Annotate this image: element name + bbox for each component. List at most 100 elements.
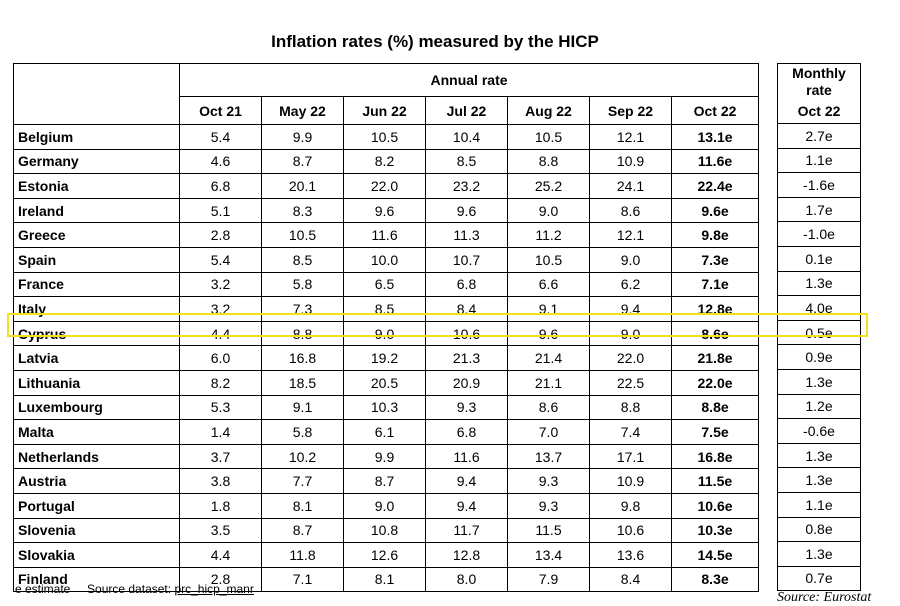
- country-name: Slovenia: [13, 518, 180, 544]
- annual-rate-cell: 6.8: [425, 272, 508, 298]
- annual-rate-cell: 22.0: [589, 345, 672, 371]
- monthly-rate-cell: 1.3e: [777, 369, 861, 395]
- monthly-rate-cell: -0.6e: [777, 418, 861, 444]
- annual-rate-cell: 8.5: [343, 296, 426, 322]
- month-header: Aug 22: [507, 96, 590, 125]
- annual-rate-cell: 9.0: [589, 247, 672, 273]
- annual-rate-cell: 4.6: [179, 149, 262, 175]
- monthly-rate-cell: 1.3e: [777, 271, 861, 297]
- annual-rate-cell: 10.9: [589, 149, 672, 175]
- annual-rate-cell: 9.0: [343, 321, 426, 347]
- monthly-rate-header: Monthly rate: [778, 64, 861, 100]
- country-name: Spain: [13, 247, 180, 273]
- annual-rate-cell: 8.7: [261, 149, 344, 175]
- table-row: Estonia 6.8 20.1 22.0 23.2 25.2 24.1 22.4e: [13, 173, 759, 199]
- annual-rate-cell: 3.2: [179, 272, 262, 298]
- annual-rate-cell: 5.8: [261, 272, 344, 298]
- annual-rate-cell: 19.2: [343, 345, 426, 371]
- estimate-note: e estimate: [15, 582, 71, 596]
- table-row: Greece 2.8 10.5 11.6 11.3 11.2 12.1 9.8e: [13, 222, 759, 248]
- annual-rate-cell: 9.6: [343, 198, 426, 224]
- monthly-rate-cell: 2.7e: [777, 123, 861, 149]
- annual-rate-cell: 10.7: [425, 247, 508, 273]
- monthly-rate-cell: 0.9e: [777, 344, 861, 370]
- annual-rate-cell: 1.8: [179, 493, 262, 519]
- annual-rate-cell: 12.1: [589, 222, 672, 248]
- month-header-row: Oct 21 May 22 Jun 22 Jul 22 Aug 22 Sep 22 Oct …: [14, 96, 760, 125]
- table-row: Slovakia 4.4 11.8 12.6 12.8 13.4 13.6 14.5e: [13, 542, 759, 568]
- table-row: 0.8e: [777, 517, 861, 543]
- annual-rate-cell: 22.5: [589, 370, 672, 396]
- annual-rate-cell: 10.0: [343, 247, 426, 273]
- annual-rate-cell: 3.8: [179, 468, 262, 494]
- annual-rate-cell: 11.6: [343, 222, 426, 248]
- annual-rate-cell: 8.8: [589, 395, 672, 421]
- annual-rate-cell: 24.1: [589, 173, 672, 199]
- month-header: May 22: [261, 96, 344, 125]
- annual-rate-cell: 8.2: [343, 149, 426, 175]
- table-row: Spain 5.4 8.5 10.0 10.7 10.5 9.0 7.3e: [13, 247, 759, 273]
- annual-rate-cell: 9.9: [261, 124, 344, 150]
- country-name: Malta: [13, 419, 180, 445]
- country-name: Luxembourg: [13, 395, 180, 421]
- annual-rate-cell: 11.7: [425, 518, 508, 544]
- table-row: -1.0e: [777, 221, 861, 247]
- annual-rate-cell: 5.4: [179, 247, 262, 273]
- annual-rate-cell: 8.4: [425, 296, 508, 322]
- source-credit: Source: Eurostat: [777, 590, 872, 605]
- annual-rate-cell: 21.1: [507, 370, 590, 396]
- table-row: 1.3e: [777, 467, 861, 493]
- annual-rate-cell: 22.0e: [670, 370, 759, 396]
- annual-rate-cell: 8.0: [425, 567, 508, 593]
- annual-rate-cell: 11.2: [507, 222, 590, 248]
- annual-rate-cell: 10.3e: [670, 518, 759, 544]
- annual-rate-cell: 22.0: [343, 173, 426, 199]
- table-row: -0.6e: [777, 418, 861, 444]
- annual-rate-cell: 8.7: [343, 468, 426, 494]
- annual-rate-cell: 8.5: [261, 247, 344, 273]
- table-row: Belgium 5.4 9.9 10.5 10.4 10.5 12.1 13.1e: [13, 124, 759, 150]
- annual-rate-body: Belgium 5.4 9.9 10.5 10.4 10.5 12.1 13.1e German…: [13, 124, 759, 593]
- annual-rate-cell: 6.8: [425, 419, 508, 445]
- country-name: Austria: [13, 468, 180, 494]
- annual-rate-cell: 11.6: [425, 444, 508, 470]
- monthly-rate-table: Monthly rate Oct 22 2.7e 1.1e -1.6e 1.7e -1.…: [777, 63, 861, 592]
- annual-rate-cell: 7.9: [507, 567, 590, 593]
- annual-rate-cell: 16.8e: [670, 444, 759, 470]
- table-row: 1.1e: [777, 492, 861, 518]
- annual-rate-cell: 5.4: [179, 124, 262, 150]
- annual-rate-cell: 20.5: [343, 370, 426, 396]
- corner-cell: [13, 63, 180, 125]
- monthly-rate-cell: 1.3e: [777, 467, 861, 493]
- annual-rate-cell: 8.3e: [670, 567, 759, 593]
- annual-rate-cell: 9.3: [425, 395, 508, 421]
- source-dataset-label: Source dataset:: [87, 582, 172, 596]
- annual-rate-cell: 13.7: [507, 444, 590, 470]
- annual-rate-cell: 8.2: [179, 370, 262, 396]
- country-name: Germany: [13, 149, 180, 175]
- annual-rate-cell: 4.4: [179, 542, 262, 568]
- table-row: Malta 1.4 5.8 6.1 6.8 7.0 7.4 7.5e: [13, 419, 759, 445]
- monthly-rate-body: 2.7e 1.1e -1.6e 1.7e -1.0e 0.1e 1.3e 4.0e 0.5e 0.…: [777, 123, 861, 592]
- annual-rate-cell: 3.7: [179, 444, 262, 470]
- monthly-rate-cell: 1.3e: [777, 443, 861, 469]
- country-name: Cyprus: [13, 321, 180, 347]
- annual-rate-cell: 3.2: [179, 296, 262, 322]
- annual-rate-cell: 23.2: [425, 173, 508, 199]
- source-dataset-link[interactable]: prc_hicp_manr: [174, 582, 254, 596]
- country-name: France: [13, 272, 180, 298]
- annual-rate-cell: 10.5: [507, 247, 590, 273]
- annual-rate-cell: 10.9: [589, 468, 672, 494]
- annual-rate-cell: 9.8: [589, 493, 672, 519]
- monthly-rate-cell: 0.8e: [777, 517, 861, 543]
- annual-rate-cell: 11.5e: [670, 468, 759, 494]
- annual-rate-cell: 7.3e: [670, 247, 759, 273]
- annual-rate-cell: 11.5: [507, 518, 590, 544]
- annual-rate-cell: 7.1: [261, 567, 344, 593]
- annual-rate-cell: 21.8e: [670, 345, 759, 371]
- annual-rate-cell: 10.6: [425, 321, 508, 347]
- annual-rate-cell: 9.1: [261, 395, 344, 421]
- annual-rate-cell: 7.3: [261, 296, 344, 322]
- annual-rate-cell: 10.2: [261, 444, 344, 470]
- table-row: 0.7e: [777, 566, 861, 592]
